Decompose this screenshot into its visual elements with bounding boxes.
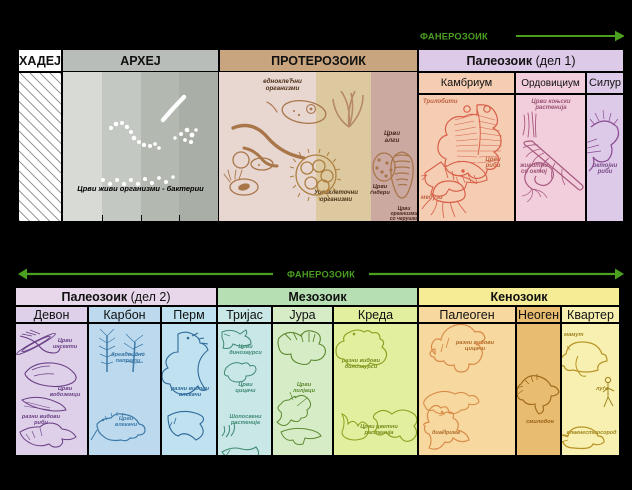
svg-text:ФАНЕРОЗОИК: ФАНЕРОЗОИК — [420, 32, 488, 42]
svg-text:ФАНЕРОЗОИК: ФАНЕРОЗОИК — [287, 270, 355, 280]
